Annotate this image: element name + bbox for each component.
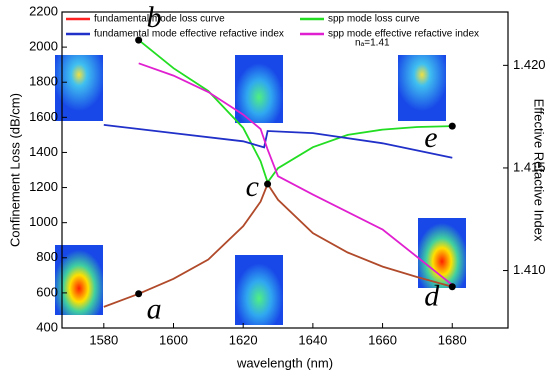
annotation: e — [424, 121, 437, 154]
x-tick-label: 1580 — [89, 332, 118, 347]
annotation-point — [264, 180, 272, 188]
y2-tick-label: 1.415 — [513, 159, 546, 174]
annotation-point — [448, 122, 456, 130]
x-tick-label: 1660 — [368, 332, 397, 347]
y2-axis-label: Effective Refactive Index — [532, 99, 547, 242]
legend-label: spp mode effective refactive index — [328, 29, 479, 40]
y-tick-label: 1600 — [29, 109, 58, 124]
annotation-point — [135, 36, 143, 44]
x-axis-label: wavelength (nm) — [236, 355, 333, 370]
y2-tick-label: 1.420 — [513, 57, 546, 72]
series-line — [103, 124, 453, 159]
series-line — [138, 62, 453, 286]
series-line — [138, 39, 453, 185]
y-tick-label: 800 — [36, 249, 58, 264]
y-tick-label: 1000 — [29, 214, 58, 229]
annotation-point — [135, 290, 143, 298]
y2-tick-label: 1.410 — [513, 262, 546, 277]
legend-label: fundamental mode loss curve — [94, 14, 225, 25]
y-tick-label: 2000 — [29, 39, 58, 54]
y-axis-label: Confinement Loss (dB/cm) — [7, 93, 22, 247]
y-tick-label: 1400 — [29, 144, 58, 159]
x-tick-label: 1640 — [298, 332, 327, 347]
y-tick-label: 400 — [36, 319, 58, 334]
y-tick-label: 1800 — [29, 74, 58, 89]
mode-images — [55, 55, 466, 325]
plot-frame — [61, 11, 509, 329]
x-tick-label: 1680 — [438, 332, 467, 347]
x-tick-label: 1600 — [159, 332, 188, 347]
y-tick-label: 600 — [36, 284, 58, 299]
legend-label: fundamental mode effective refactive ind… — [94, 29, 284, 40]
annotation: b — [147, 1, 162, 34]
annotation: d — [424, 280, 440, 313]
y-tick-label: 2200 — [29, 3, 58, 18]
annotation: a — [147, 293, 162, 326]
annotation-point — [448, 283, 456, 291]
x-tick-label: 1620 — [229, 332, 258, 347]
annotation: c — [246, 170, 259, 203]
legend-label: spp mode loss curve — [328, 14, 420, 25]
note: nₐ=1.41 — [355, 38, 390, 49]
y-tick-label: 1200 — [29, 179, 58, 194]
